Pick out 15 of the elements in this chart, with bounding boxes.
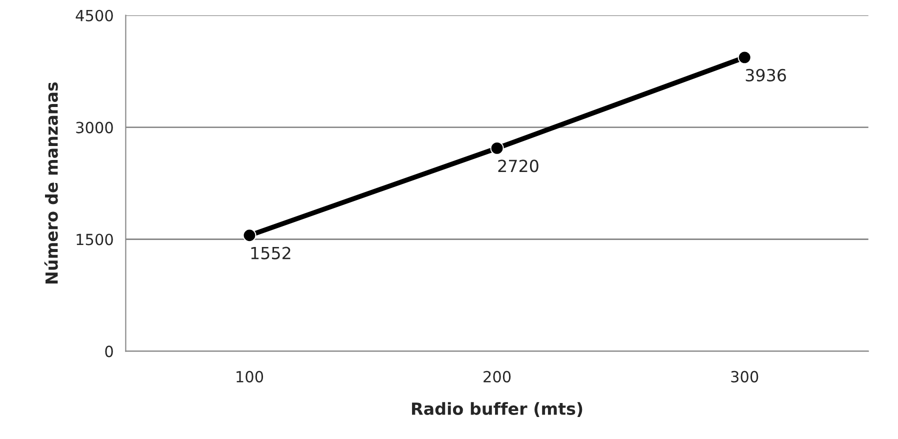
data-label: 3936	[746, 68, 786, 82]
x-tick-label: 200	[484, 370, 511, 382]
y-tick-label: 1500	[76, 234, 113, 246]
y-tick-label: 4500	[76, 10, 113, 22]
data-label: 2720	[498, 160, 538, 172]
y-tick-label: 0	[105, 346, 113, 358]
x-tick-label: 300	[731, 370, 758, 382]
point	[738, 50, 752, 64]
point	[242, 228, 256, 242]
y-tick-label: 3000	[76, 122, 113, 134]
x-tick-label: 100	[236, 370, 264, 382]
y-axis-title: Número de manzanas	[44, 82, 58, 284]
point	[490, 141, 504, 155]
x-axis-title: Radio buffer (mts)	[412, 402, 582, 417]
data-label: 1552	[251, 246, 290, 260]
